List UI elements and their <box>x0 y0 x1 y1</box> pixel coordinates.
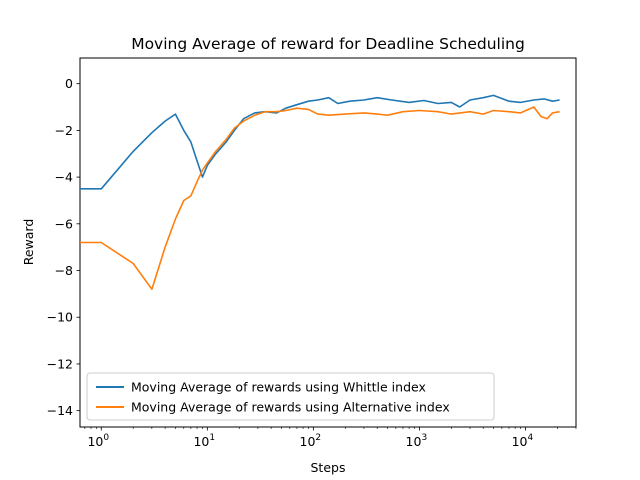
x-tick-label: 100 <box>87 433 109 449</box>
plot-area <box>79 57 577 428</box>
x-tick-label: 102 <box>300 433 322 449</box>
series-line-1 <box>80 106 560 290</box>
legend-box <box>86 372 495 421</box>
x-axis-ticks: 100 101 102 103 104 <box>84 427 577 449</box>
x-tick-label: 104 <box>512 433 534 449</box>
x-tick-label: 103 <box>406 433 428 449</box>
y-tick-label: −6 <box>55 216 73 231</box>
y-tick-label: 0 <box>65 76 73 91</box>
chart-title: Moving Average of reward for Deadline Sc… <box>131 35 525 53</box>
y-tick-label: −14 <box>47 403 73 418</box>
y-tick-label: −8 <box>55 263 73 278</box>
series-line-0 <box>80 94 560 190</box>
legend-label-alternative: Moving Average of rewards using Alternat… <box>131 400 450 415</box>
y-axis-ticks: 0 −2 −4 −6 −8 −10 −12 −14 <box>47 76 80 418</box>
series-layer <box>80 94 560 290</box>
y-tick-label: −10 <box>47 310 73 325</box>
x-axis-label: Steps <box>311 460 346 475</box>
legend-label-whittle: Moving Average of rewards using Whittle … <box>131 380 426 395</box>
x-tick-label: 101 <box>193 433 215 449</box>
y-tick-label: −4 <box>55 170 73 185</box>
y-tick-label: −2 <box>55 123 73 138</box>
legend: Moving Average of rewards using Whittle … <box>86 372 495 421</box>
y-tick-label: −12 <box>47 356 73 371</box>
y-axis-label: Reward <box>21 219 36 266</box>
